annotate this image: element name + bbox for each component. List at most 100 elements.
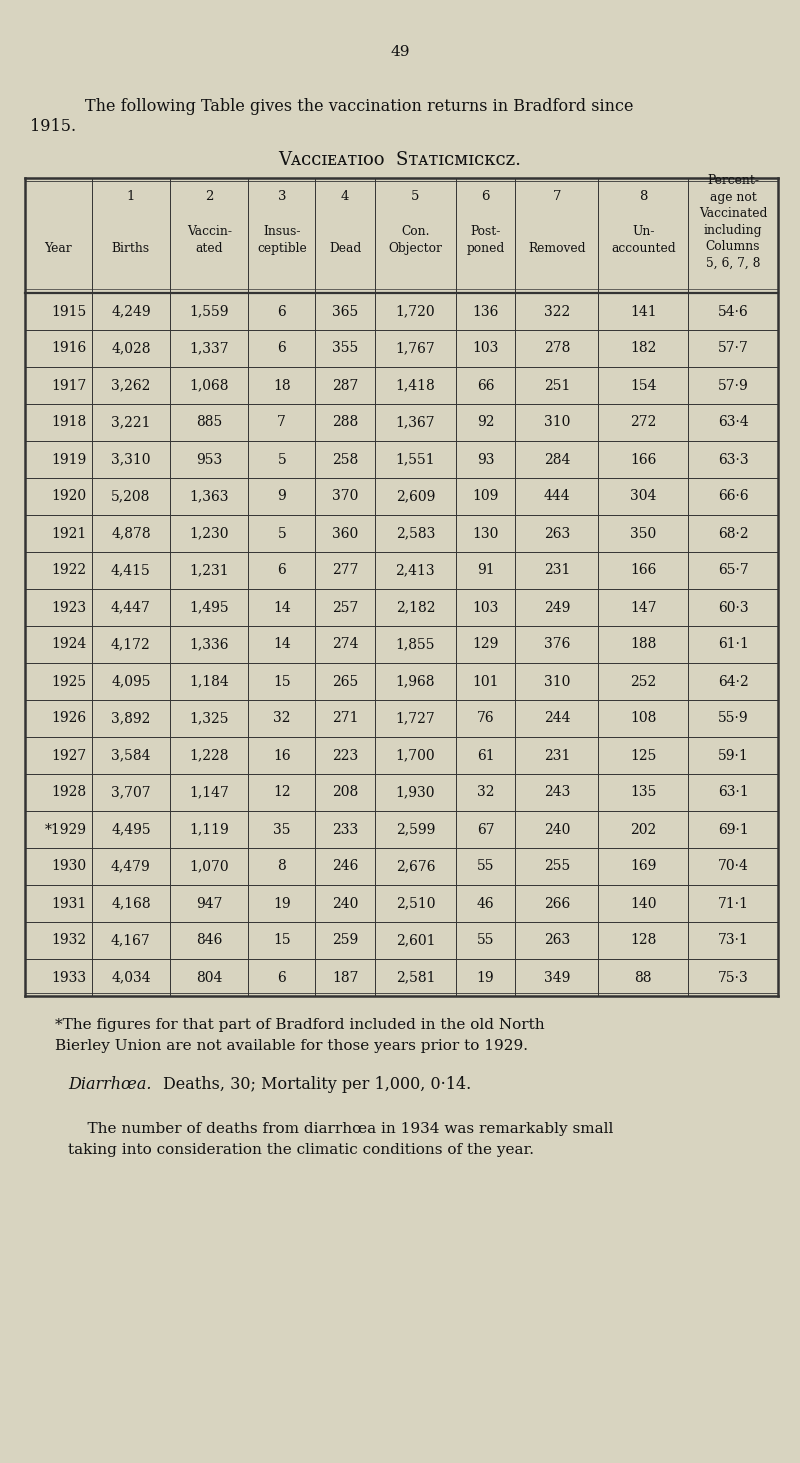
Text: 360: 360 xyxy=(332,527,358,540)
Bar xyxy=(25,178,778,996)
Text: 1933: 1933 xyxy=(52,970,86,985)
Text: 1920: 1920 xyxy=(52,490,86,503)
Text: 166: 166 xyxy=(630,452,657,467)
Text: 1930: 1930 xyxy=(52,859,86,873)
Text: 8: 8 xyxy=(278,859,286,873)
Text: 46: 46 xyxy=(477,897,494,910)
Text: 310: 310 xyxy=(544,674,570,689)
Text: 182: 182 xyxy=(630,341,657,356)
Text: 1,700: 1,700 xyxy=(395,749,435,762)
Text: 128: 128 xyxy=(630,933,657,948)
Text: 3,221: 3,221 xyxy=(111,415,150,430)
Text: 355: 355 xyxy=(332,341,358,356)
Text: 14: 14 xyxy=(273,600,290,614)
Text: 1,230: 1,230 xyxy=(190,527,229,540)
Text: 4: 4 xyxy=(341,190,350,202)
Text: 64·2: 64·2 xyxy=(718,674,749,689)
Text: 953: 953 xyxy=(196,452,222,467)
Text: 187: 187 xyxy=(332,970,358,985)
Text: 169: 169 xyxy=(630,859,657,873)
Text: 103: 103 xyxy=(472,341,498,356)
Text: 101: 101 xyxy=(472,674,499,689)
Text: 277: 277 xyxy=(332,563,358,578)
Text: 1916: 1916 xyxy=(51,341,86,356)
Text: Un-
accounted: Un- accounted xyxy=(611,225,676,255)
Text: 5: 5 xyxy=(278,452,286,467)
Text: 3: 3 xyxy=(278,190,286,202)
Text: 1923: 1923 xyxy=(52,600,86,614)
Text: 103: 103 xyxy=(472,600,498,614)
Text: 947: 947 xyxy=(196,897,222,910)
Text: 244: 244 xyxy=(544,711,570,726)
Text: 2: 2 xyxy=(205,190,214,202)
Text: 804: 804 xyxy=(196,970,222,985)
Text: 284: 284 xyxy=(544,452,570,467)
Text: 1,070: 1,070 xyxy=(190,859,229,873)
Text: The following Table gives the vaccination returns in Bradford since: The following Table gives the vaccinatio… xyxy=(85,98,634,116)
Text: 1932: 1932 xyxy=(52,933,86,948)
Text: 3,584: 3,584 xyxy=(111,749,150,762)
Text: 3,892: 3,892 xyxy=(111,711,150,726)
Text: 63·1: 63·1 xyxy=(718,786,749,799)
Text: 4,415: 4,415 xyxy=(111,563,151,578)
Text: 376: 376 xyxy=(544,638,570,651)
Text: 60·3: 60·3 xyxy=(718,600,749,614)
Text: 4,479: 4,479 xyxy=(111,859,151,873)
Text: 55: 55 xyxy=(477,933,494,948)
Text: 67: 67 xyxy=(477,822,494,837)
Text: Diarrhœa.: Diarrhœa. xyxy=(68,1075,151,1093)
Text: 15: 15 xyxy=(273,933,290,948)
Text: 240: 240 xyxy=(332,897,358,910)
Text: 49: 49 xyxy=(390,45,410,59)
Text: 6: 6 xyxy=(278,304,286,319)
Text: 93: 93 xyxy=(477,452,494,467)
Text: 92: 92 xyxy=(477,415,494,430)
Text: 1,147: 1,147 xyxy=(190,786,229,799)
Text: 7: 7 xyxy=(553,190,561,202)
Text: 1931: 1931 xyxy=(51,897,86,910)
Text: 4,095: 4,095 xyxy=(111,674,150,689)
Text: 259: 259 xyxy=(332,933,358,948)
Text: 91: 91 xyxy=(477,563,494,578)
Text: 231: 231 xyxy=(544,563,570,578)
Text: 1915.: 1915. xyxy=(30,119,76,135)
Text: 243: 243 xyxy=(544,786,570,799)
Text: 1928: 1928 xyxy=(52,786,86,799)
Text: 2,601: 2,601 xyxy=(395,933,435,948)
Text: 266: 266 xyxy=(544,897,570,910)
Text: 76: 76 xyxy=(477,711,494,726)
Text: 6: 6 xyxy=(278,970,286,985)
Text: 109: 109 xyxy=(472,490,498,503)
Text: Con.
Objector: Con. Objector xyxy=(388,225,442,255)
Text: 2,510: 2,510 xyxy=(395,897,435,910)
Text: 9: 9 xyxy=(278,490,286,503)
Text: 4,249: 4,249 xyxy=(111,304,150,319)
Text: Births: Births xyxy=(112,241,150,255)
Text: *The figures for that part of Bradford included in the old North
Bierley Union a: *The figures for that part of Bradford i… xyxy=(55,1018,545,1052)
Text: 147: 147 xyxy=(630,600,657,614)
Text: 1,363: 1,363 xyxy=(190,490,229,503)
Text: 2,182: 2,182 xyxy=(395,600,435,614)
Text: Dead: Dead xyxy=(329,241,362,255)
Text: 1,184: 1,184 xyxy=(190,674,229,689)
Text: 1,551: 1,551 xyxy=(395,452,435,467)
Text: 1927: 1927 xyxy=(51,749,86,762)
Text: 1,930: 1,930 xyxy=(395,786,435,799)
Text: 32: 32 xyxy=(273,711,290,726)
Text: 257: 257 xyxy=(332,600,358,614)
Text: Post-
poned: Post- poned xyxy=(466,225,505,255)
Text: 223: 223 xyxy=(332,749,358,762)
Text: 2,413: 2,413 xyxy=(395,563,435,578)
Text: 188: 188 xyxy=(630,638,657,651)
Text: Insus-
ceptible: Insus- ceptible xyxy=(257,225,306,255)
Text: The number of deaths from diarrhœa in 1934 was remarkably small
taking into cons: The number of deaths from diarrhœa in 19… xyxy=(68,1122,614,1157)
Text: 4,028: 4,028 xyxy=(111,341,150,356)
Text: 4,878: 4,878 xyxy=(111,527,150,540)
Text: 2,676: 2,676 xyxy=(395,859,435,873)
Text: 70·4: 70·4 xyxy=(718,859,749,873)
Text: 154: 154 xyxy=(630,379,657,392)
Text: 287: 287 xyxy=(332,379,358,392)
Text: Year: Year xyxy=(45,241,72,255)
Text: 278: 278 xyxy=(544,341,570,356)
Text: 2,581: 2,581 xyxy=(395,970,435,985)
